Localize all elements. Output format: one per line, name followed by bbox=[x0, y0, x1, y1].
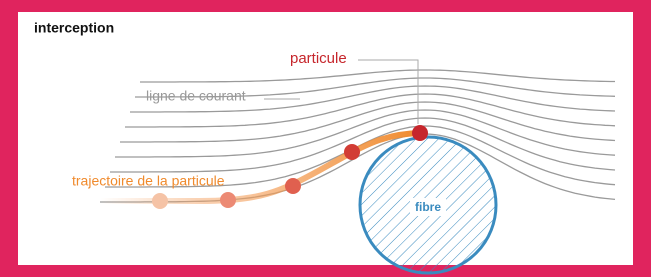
diagram: interception fibre particule ligne de co… bbox=[0, 0, 651, 277]
fiber-label: fibre bbox=[415, 200, 441, 214]
particle bbox=[412, 125, 428, 141]
particle-label: particule bbox=[290, 50, 347, 67]
title: interception bbox=[34, 20, 114, 36]
particle bbox=[344, 144, 360, 160]
particle bbox=[285, 178, 301, 194]
particle bbox=[152, 193, 168, 209]
page: interception fibre particule ligne de co… bbox=[0, 0, 651, 277]
trajectory-label: trajectoire de la particule bbox=[72, 173, 225, 189]
particle bbox=[220, 192, 236, 208]
streamline-label: ligne de courant bbox=[146, 88, 246, 104]
